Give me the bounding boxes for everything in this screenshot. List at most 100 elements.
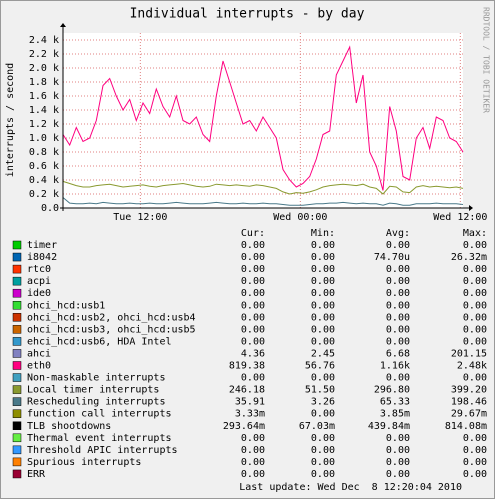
y-tick-label: 2.0 k xyxy=(29,63,59,74)
legend-name: ide0 xyxy=(27,288,51,299)
legend-value: 0.00 xyxy=(241,336,265,347)
legend-swatch xyxy=(12,325,22,334)
legend-value: 26.32m xyxy=(451,252,487,263)
legend-value: 0.00 xyxy=(386,336,410,347)
legend-value: 0.00 xyxy=(241,252,265,263)
legend-value: 0.00 xyxy=(386,445,410,456)
legend-value: 0.00 xyxy=(241,324,265,335)
legend-name: i8042 xyxy=(27,252,57,263)
legend-value: 0.00 xyxy=(463,276,487,287)
legend-name: rtc0 xyxy=(27,264,51,275)
legend-swatch xyxy=(12,373,22,382)
legend-value: 296.80 xyxy=(374,385,410,396)
legend-value: 399.20 xyxy=(451,385,487,396)
y-tick-label: 0.8 k xyxy=(29,147,59,158)
legend-value: 0.00 xyxy=(463,240,487,251)
legend-swatch xyxy=(12,301,22,310)
legend-name: ehci_hcd:usb6, HDA Intel xyxy=(27,336,172,347)
legend-value: 0.00 xyxy=(311,264,335,275)
legend-value: 65.33 xyxy=(380,397,410,408)
legend-swatch xyxy=(12,421,22,430)
legend-value: 0.00 xyxy=(463,324,487,335)
legend-swatch xyxy=(12,433,22,443)
legend-value: 0.00 xyxy=(311,469,335,480)
legend-value: 0.00 xyxy=(386,240,410,251)
legend-swatch xyxy=(12,276,22,286)
series-line xyxy=(62,180,464,195)
legend-value: 0.00 xyxy=(463,264,487,275)
legend-name: ERR xyxy=(27,469,46,480)
legend-name: ohci_hcd:usb1 xyxy=(27,300,105,311)
y-tick-label: 1.8 k xyxy=(29,77,59,88)
legend-value: 0.00 xyxy=(463,336,487,347)
y-tick-label: 1.6 k xyxy=(29,91,59,102)
axis-arrow xyxy=(469,205,473,211)
legend-value: 1.16k xyxy=(380,361,410,372)
legend-value: 6.68 xyxy=(386,348,410,359)
legend-swatch xyxy=(12,409,22,418)
legend-value: 0.00 xyxy=(386,433,410,444)
legend-value: 0.00 xyxy=(241,288,265,299)
legend-value: 0.00 xyxy=(311,433,335,444)
legend-value: 35.91 xyxy=(235,397,265,408)
legend-value: 0.00 xyxy=(386,276,410,287)
legend-value: 0.00 xyxy=(463,373,487,384)
y-axis-label: interrupts / second xyxy=(5,63,16,177)
legend-value: 0.00 xyxy=(386,264,410,275)
legend-value: 0.00 xyxy=(311,300,335,311)
legend-value: 0.00 xyxy=(386,469,410,480)
y-tick-label: 0.4 k xyxy=(29,175,59,186)
legend-value: 0.00 xyxy=(463,312,487,323)
legend-value: 0.00 xyxy=(386,324,410,335)
chart-title: Individual interrupts - by day xyxy=(130,7,365,22)
legend-swatch xyxy=(12,457,22,467)
x-tick-label: Wed 00:00 xyxy=(273,212,327,223)
legend-value: 0.00 xyxy=(311,336,335,347)
legend-value: 0.00 xyxy=(463,288,487,299)
y-tick-label: 1.0 k xyxy=(29,133,59,144)
y-tick-label: 1.4 k xyxy=(29,105,59,116)
legend-value: 246.18 xyxy=(229,385,265,396)
legend-swatch xyxy=(12,361,22,370)
legend-name: Non-maskable interrupts xyxy=(27,373,165,384)
legend-value: 3.85m xyxy=(380,409,410,420)
legend-value: 198.46 xyxy=(451,397,487,408)
legend-name: ahci xyxy=(27,348,51,359)
x-tick-label: Wed 12:00 xyxy=(433,212,487,223)
legend-column-header: Min: xyxy=(311,228,335,239)
y-tick-label: 2.4 k xyxy=(29,35,59,46)
legend-column-header: Avg: xyxy=(386,228,410,239)
legend-value: 3.26 xyxy=(311,397,335,408)
legend-value: 0.00 xyxy=(241,312,265,323)
legend-swatch xyxy=(12,349,22,358)
legend-value: 0.00 xyxy=(241,457,265,468)
legend-value: 0.00 xyxy=(311,288,335,299)
legend-value: 0.00 xyxy=(241,276,265,287)
legend-name: Threshold APIC interrupts xyxy=(27,445,178,456)
legend-value: 4.36 xyxy=(241,348,265,359)
legend-value: 0.00 xyxy=(311,445,335,456)
legend-value: 0.00 xyxy=(386,457,410,468)
legend-swatch xyxy=(12,252,22,262)
legend-value: 0.00 xyxy=(311,373,335,384)
legend-value: 0.00 xyxy=(241,373,265,384)
legend-value: 0.00 xyxy=(241,240,265,251)
legend-name: Thermal event interrupts xyxy=(27,433,172,444)
legend-value: 0.00 xyxy=(463,300,487,311)
legend-name: TLB shootdowns xyxy=(27,421,111,432)
legend-value: 51.50 xyxy=(305,385,335,396)
legend-name: acpi xyxy=(27,276,51,287)
legend-value: 2.45 xyxy=(311,348,335,359)
legend-value: 0.00 xyxy=(241,300,265,311)
y-tick-label: 2.2 k xyxy=(29,49,59,60)
legend-swatch xyxy=(12,397,22,406)
legend-value: 0.00 xyxy=(241,264,265,275)
legend-name: Spurious interrupts xyxy=(27,457,141,468)
x-tick-label: Tue 12:00 xyxy=(113,212,167,223)
legend-value: 2.48k xyxy=(457,361,487,372)
legend-value: 0.00 xyxy=(386,300,410,311)
legend-value: 0.00 xyxy=(241,469,265,480)
legend-value: 0.00 xyxy=(311,409,335,420)
